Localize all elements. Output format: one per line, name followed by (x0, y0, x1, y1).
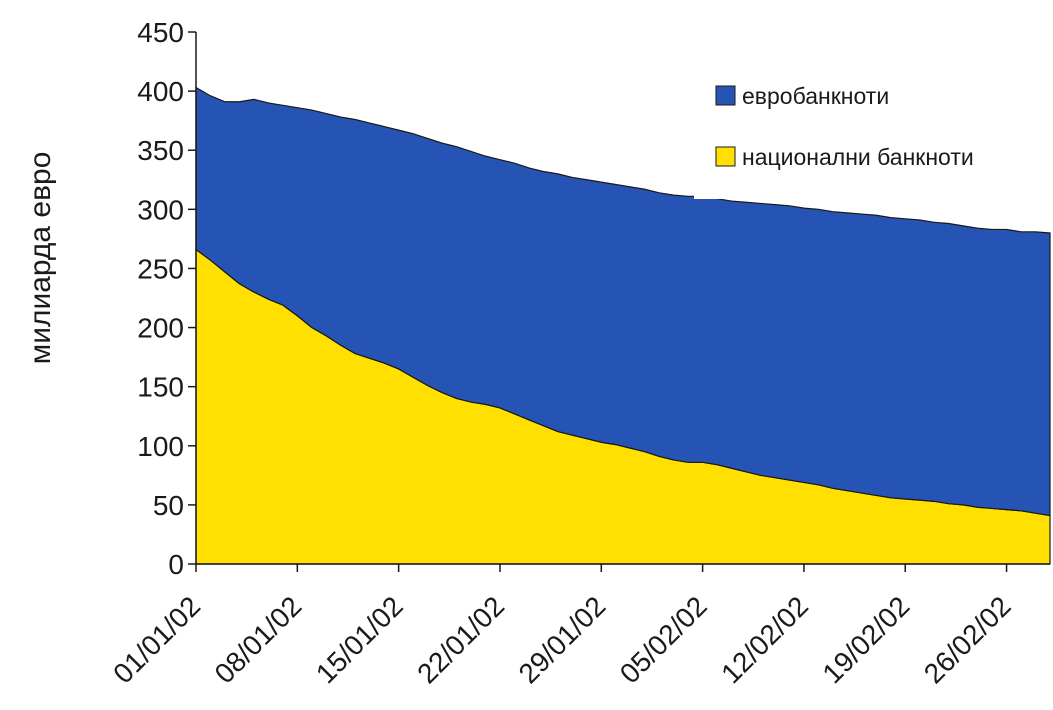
x-tick-label: 29/01/02 (513, 590, 612, 689)
legend: евробанкноти национални банкноти (694, 68, 1050, 199)
axes-layer (195, 32, 1050, 565)
y-tick-label: 400 (137, 76, 184, 107)
y-tick-layer: 0 50 100 150 200 250 300 350 400 450 (137, 17, 196, 580)
x-tick-label: 01/01/02 (107, 590, 206, 689)
legend-swatch-national (715, 146, 736, 167)
y-tick-label: 0 (168, 549, 184, 580)
x-tick-layer: 01/01/02 08/01/02 15/01/02 22/01/02 29/01/02… (107, 564, 1017, 689)
area-series-1 (195, 86, 1051, 517)
legend-box (694, 68, 1050, 199)
x-tick-label: 15/01/02 (310, 590, 409, 689)
y-tick-label: 250 (137, 253, 184, 284)
x-tick-label: 22/01/02 (411, 590, 510, 689)
x-tick-label: 05/02/02 (614, 590, 713, 689)
x-tick-label: 26/02/02 (918, 590, 1017, 689)
legend-label-euro: евробанкноти (742, 83, 889, 109)
y-tick-label: 50 (153, 490, 184, 521)
x-tick-label: 08/01/02 (209, 590, 308, 689)
y-tick-label: 100 (137, 431, 184, 462)
legend-swatch-euro (715, 85, 736, 106)
y-axis-label: милиарда евро (24, 152, 57, 365)
y-tick-label: 150 (137, 372, 184, 403)
y-tick-label: 200 (137, 313, 184, 344)
y-tick-label: 450 (137, 17, 184, 48)
x-tick-label: 19/02/02 (817, 590, 916, 689)
y-tick-label: 300 (137, 194, 184, 225)
x-tick-label: 12/02/02 (715, 590, 814, 689)
y-tick-label: 350 (137, 135, 184, 166)
legend-label-national: национални банкноти (742, 144, 974, 170)
